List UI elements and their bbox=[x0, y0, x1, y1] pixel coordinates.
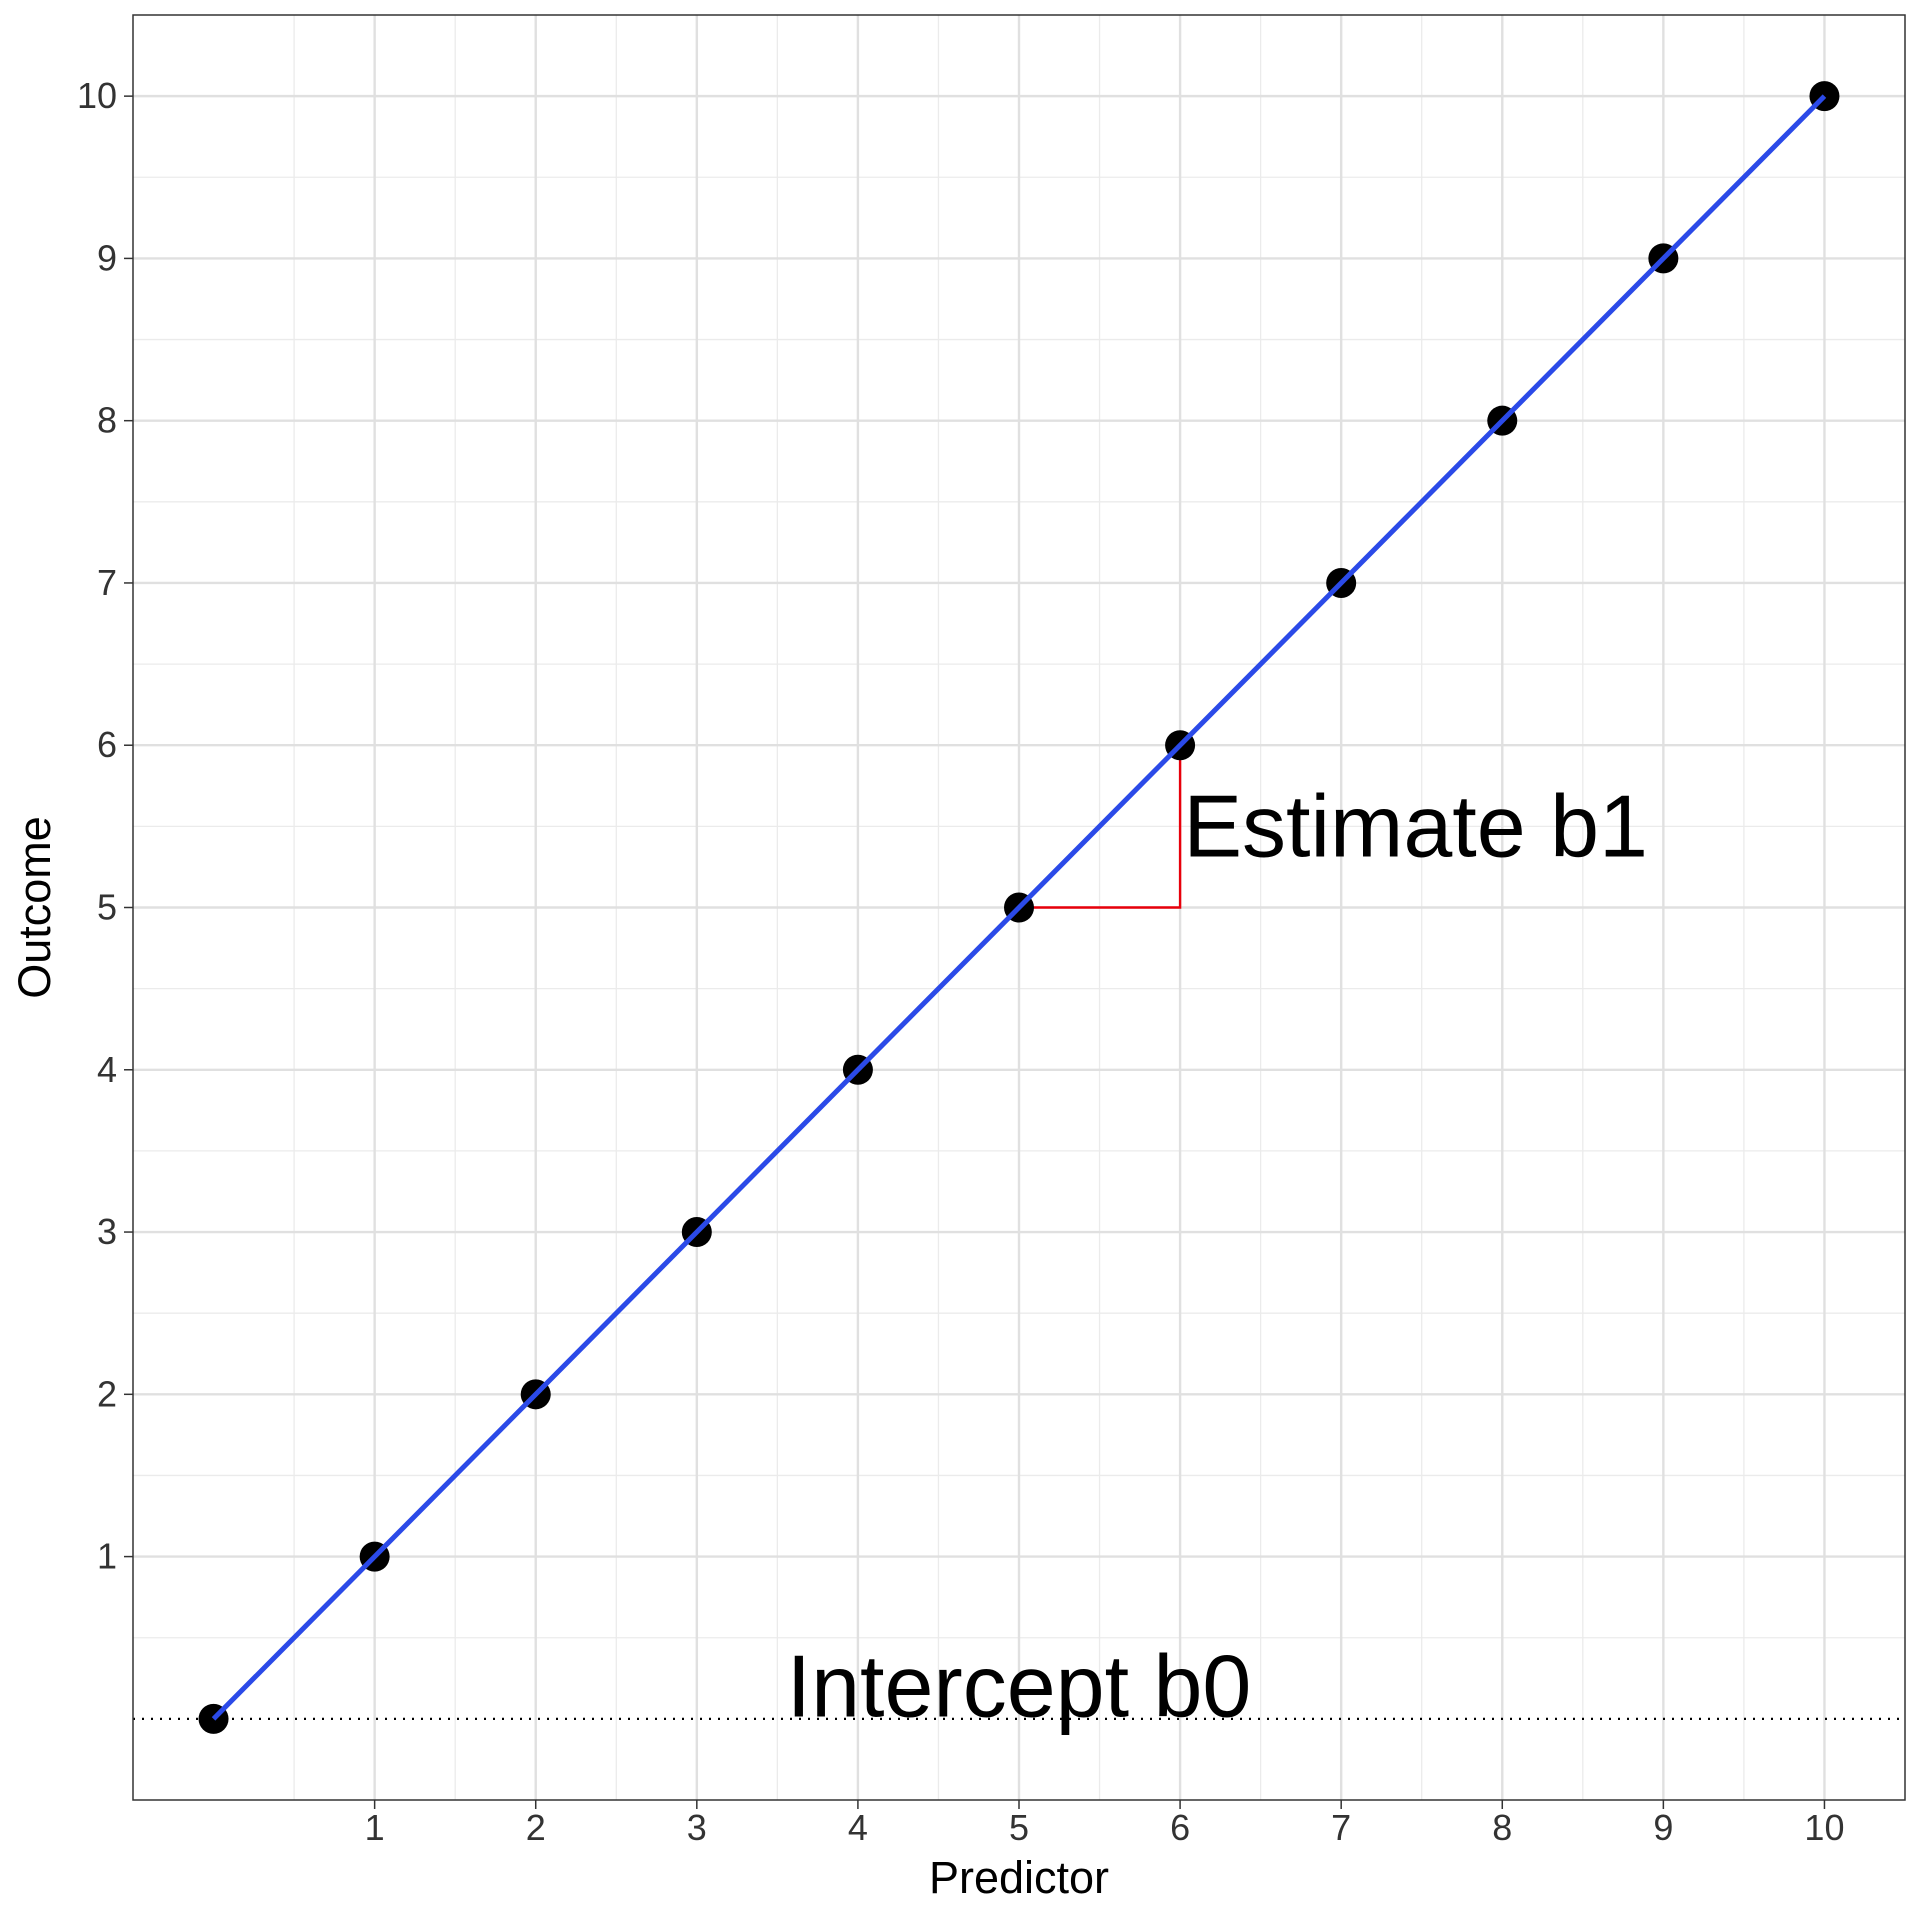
x-tick-label: 4 bbox=[848, 1807, 868, 1848]
annotation: Estimate b1 bbox=[1183, 776, 1648, 875]
fit-line bbox=[211, 94, 1827, 1721]
x-axis-label: Predictor bbox=[929, 1852, 1109, 1903]
y-tick-label: 3 bbox=[97, 1211, 117, 1252]
y-tick-label: 7 bbox=[97, 562, 117, 603]
x-tick-label: 7 bbox=[1331, 1807, 1351, 1848]
x-tick-label: 5 bbox=[1009, 1807, 1029, 1848]
y-tick-label: 5 bbox=[97, 887, 117, 928]
y-axis-label: Outcome bbox=[9, 816, 60, 999]
slope-triangle bbox=[1019, 745, 1182, 909]
y-tick-label: 2 bbox=[97, 1373, 117, 1414]
x-tick-label: 10 bbox=[1804, 1807, 1844, 1848]
annotation: Intercept b0 bbox=[787, 1636, 1252, 1735]
x-tick-label: 2 bbox=[526, 1807, 546, 1848]
y-tick-label: 10 bbox=[77, 75, 117, 116]
y-tick-label: 9 bbox=[97, 237, 117, 278]
x-tick-label: 6 bbox=[1170, 1807, 1190, 1848]
y-tick-label: 6 bbox=[97, 724, 117, 765]
x-tick-label: 8 bbox=[1492, 1807, 1512, 1848]
y-tick-label: 1 bbox=[97, 1536, 117, 1577]
panel-border bbox=[132, 14, 1906, 1801]
y-tick-label: 8 bbox=[97, 400, 117, 441]
x-tick-label: 1 bbox=[365, 1807, 385, 1848]
y-tick-label: 4 bbox=[97, 1049, 117, 1090]
x-tick-label: 9 bbox=[1653, 1807, 1673, 1848]
x-tick-label: 3 bbox=[687, 1807, 707, 1848]
